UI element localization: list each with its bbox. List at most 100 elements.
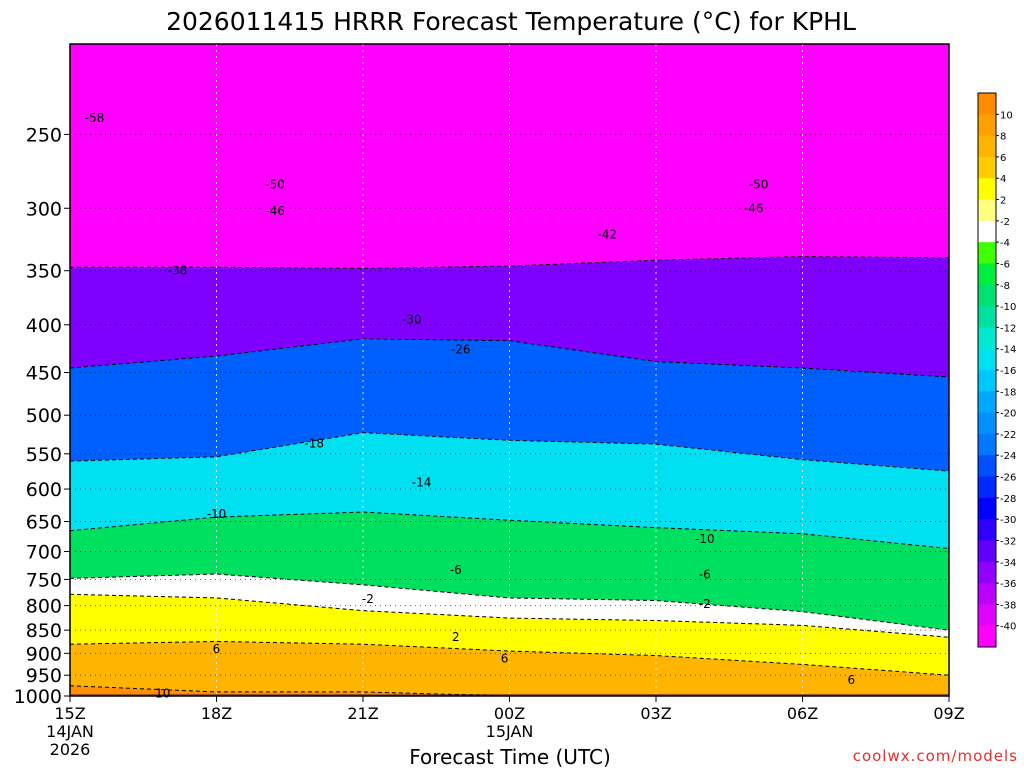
colorbar-swatch — [978, 540, 996, 563]
isotherm-label: -30 — [402, 313, 422, 327]
colorbar-swatch — [978, 348, 996, 371]
ground-fill — [70, 693, 949, 696]
colorbar-swatch — [978, 625, 996, 648]
colorbar-label: -10 — [1000, 302, 1016, 313]
y-tick-label: 1000 — [14, 686, 62, 708]
colorbar-label: -22 — [1000, 430, 1016, 441]
x-tick-label: 09Z — [933, 704, 964, 723]
colorbar-swatch — [978, 604, 996, 627]
x-tick-label: 00Z — [494, 704, 525, 723]
colorbar-swatch — [978, 114, 996, 137]
y-tick-label: 250 — [26, 124, 62, 146]
x-tick-sublabel: 14JAN — [46, 722, 94, 741]
isotherm-label: -58 — [85, 111, 105, 125]
colorbar-swatch — [978, 455, 996, 478]
pressure-axis: 2503003504004505005506006507007508008509… — [14, 124, 70, 708]
colorbar-label: -32 — [1000, 536, 1016, 547]
x-tick-label: 15Z — [54, 704, 85, 723]
colorbar-label: 2 — [1000, 196, 1006, 207]
isotherm-label: -38 — [168, 264, 188, 278]
isotherm-label: -46 — [265, 204, 285, 218]
colorbar-label: -40 — [1000, 622, 1016, 633]
y-tick-label: 350 — [26, 261, 62, 283]
y-tick-label: 300 — [26, 198, 62, 220]
isotherm-label: -46 — [744, 201, 764, 215]
colorbar-swatch — [978, 242, 996, 264]
isotherm-label: -26 — [451, 342, 471, 356]
isotherm-label: 10 — [155, 687, 170, 701]
chart-title: 2026011415 HRRR Forecast Temperature (°C… — [166, 7, 856, 36]
colorbar-swatch — [978, 391, 996, 414]
x-tick-label: 18Z — [201, 704, 232, 723]
y-tick-label: 600 — [26, 479, 62, 501]
colorbar-label: -2 — [1000, 217, 1010, 228]
credit-text: coolwx.com/models — [853, 747, 1018, 765]
colorbar-swatch — [978, 220, 996, 243]
x-tick-label: 06Z — [787, 704, 818, 723]
x-tick-label: 03Z — [640, 704, 671, 723]
y-tick-label: 500 — [26, 405, 62, 427]
y-tick-label: 550 — [26, 444, 62, 466]
colorbar-label: -20 — [1000, 409, 1016, 420]
colorbar-label: -24 — [1000, 451, 1016, 462]
colorbar-swatch — [978, 433, 996, 456]
isotherm-label: -18 — [304, 436, 324, 450]
isotherm-label: -6 — [699, 568, 711, 582]
colorbar-swatch — [978, 412, 996, 435]
y-tick-label: 850 — [26, 620, 62, 642]
colorbar-swatch — [978, 156, 996, 179]
colorbar-swatch — [978, 519, 996, 541]
colorbar-label: -16 — [1000, 366, 1016, 377]
colorbar-swatch — [978, 476, 996, 499]
ground-area — [70, 693, 949, 696]
isotherm-label: 6 — [213, 642, 221, 656]
y-tick-label: 650 — [26, 511, 62, 533]
colorbar-label: -30 — [1000, 515, 1016, 526]
grid-lines — [70, 44, 949, 697]
isotherm-label: -14 — [412, 475, 432, 489]
y-tick-label: 450 — [26, 363, 62, 385]
colorbar-swatch — [978, 263, 996, 286]
colorbar-label: -14 — [1000, 345, 1016, 356]
colorbar-swatch — [978, 284, 996, 307]
colorbar-label: -26 — [1000, 473, 1016, 484]
y-tick-label: 900 — [26, 643, 62, 665]
y-tick-label: 800 — [26, 596, 62, 618]
colorbar-label: -6 — [1000, 259, 1010, 270]
colorbar-swatch — [978, 93, 996, 115]
isotherm-line — [70, 511, 949, 550]
colorbar-label: -38 — [1000, 600, 1016, 611]
colorbar-label: -36 — [1000, 579, 1016, 590]
isotherm-label: -50 — [265, 178, 285, 192]
x-axis-label: Forecast Time (UTC) — [409, 745, 611, 768]
colorbar-swatch — [978, 178, 996, 201]
x-tick-sublabel: 2026 — [50, 740, 91, 759]
colorbar-legend: 10 8 6 4 2 -2 -4 -6 -8 -10 -12 -14 -16 -18 -20 -22 -24 -2… — [977, 92, 1016, 648]
y-tick-label: 950 — [26, 665, 62, 687]
colorbar-swatch — [978, 306, 996, 328]
colorbar-label: -18 — [1000, 387, 1016, 398]
colorbar-swatch — [978, 561, 996, 584]
colorbar-swatch — [978, 199, 996, 222]
colorbar-swatch — [978, 327, 996, 350]
x-tick-sublabel: 15JAN — [486, 722, 534, 741]
colorbar-swatch — [978, 370, 996, 392]
x-tick-label: 21Z — [347, 704, 378, 723]
colorbar-swatch — [978, 497, 996, 520]
isotherm-label: -10 — [207, 507, 227, 521]
isotherm-line — [70, 432, 949, 472]
colorbar-label: -12 — [1000, 323, 1016, 334]
colorbar-swatch — [978, 583, 996, 605]
isotherm-label: -6 — [450, 563, 462, 577]
colorbar-swatch — [978, 135, 996, 158]
colorbar-label: -4 — [1000, 238, 1010, 249]
isotherm-labels: -58-50 -50-46 -46-42-38-30-26-18-14-10-10-… — [85, 111, 856, 701]
colorbar-label: 8 — [1000, 132, 1006, 143]
colorbar-label: -8 — [1000, 281, 1010, 292]
colorbar-label: -34 — [1000, 558, 1016, 569]
colorbar-label: 4 — [1000, 174, 1006, 185]
colorbar-label: 6 — [1000, 153, 1006, 164]
y-tick-label: 400 — [26, 315, 62, 337]
